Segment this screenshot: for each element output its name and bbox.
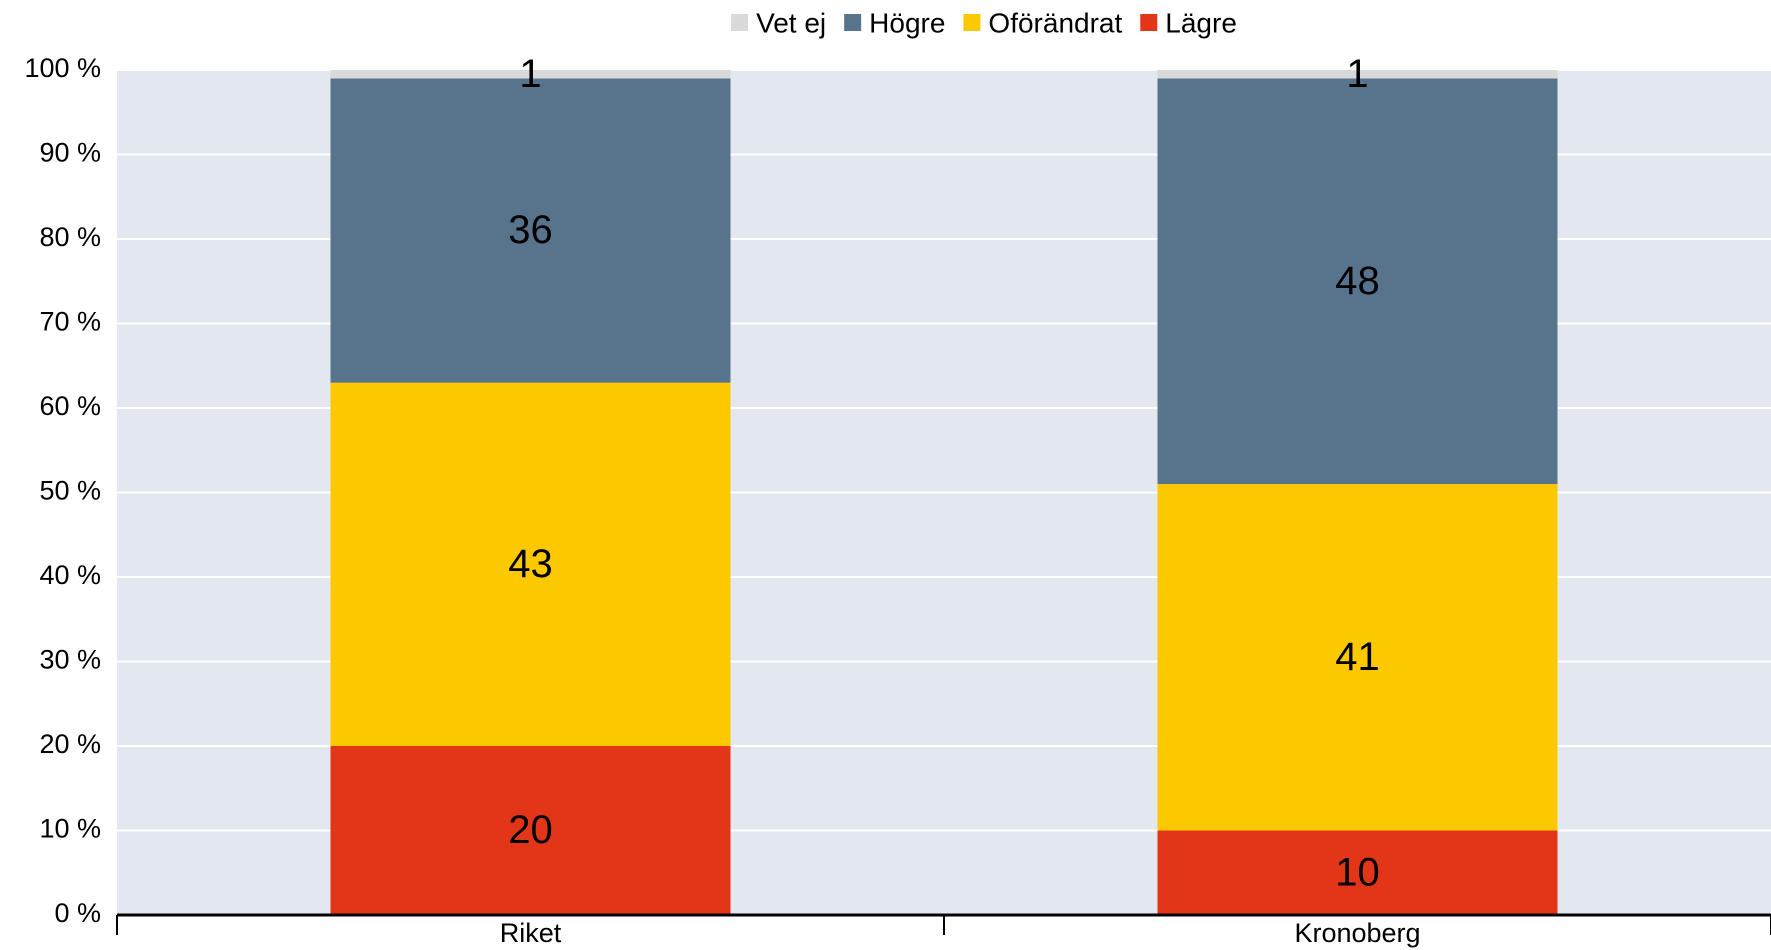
y-tick-label: 100 % bbox=[24, 53, 101, 83]
y-tick-label: 70 % bbox=[39, 307, 101, 337]
data-label: 48 bbox=[1335, 259, 1380, 303]
data-label: 41 bbox=[1335, 635, 1380, 679]
legend-label: Lägre bbox=[1165, 7, 1237, 38]
data-label: 10 bbox=[1335, 850, 1380, 894]
bar-segment bbox=[1157, 78, 1558, 485]
y-tick-label: 40 % bbox=[39, 560, 101, 590]
bar-segment bbox=[330, 746, 731, 915]
y-tick-label: 60 % bbox=[39, 391, 101, 421]
y-tick-label: 30 % bbox=[39, 645, 101, 675]
bar-segment bbox=[1157, 830, 1558, 915]
bar-segment bbox=[330, 70, 731, 79]
y-tick-label: 90 % bbox=[39, 138, 101, 168]
legend-label: Oförändrat bbox=[988, 7, 1122, 38]
x-tick-label: Riket bbox=[500, 918, 562, 948]
legend-swatch bbox=[844, 14, 862, 31]
legend-swatch bbox=[963, 14, 981, 31]
data-label: 1 bbox=[519, 52, 541, 96]
legend-label: Vet ej bbox=[756, 7, 826, 38]
y-tick-label: 0 % bbox=[54, 898, 101, 928]
bar-segment bbox=[330, 78, 731, 383]
y-tick-label: 20 % bbox=[39, 729, 101, 759]
bar-segment bbox=[1157, 70, 1558, 79]
data-label: 20 bbox=[508, 808, 553, 852]
legend-swatch bbox=[731, 14, 749, 31]
data-label: 36 bbox=[508, 208, 553, 252]
data-label: 43 bbox=[508, 542, 553, 586]
data-label: 1 bbox=[1346, 52, 1368, 96]
y-tick-label: 80 % bbox=[39, 222, 101, 252]
y-tick-label: 50 % bbox=[39, 476, 101, 506]
x-tick-label: Kronoberg bbox=[1294, 918, 1420, 948]
legend-swatch bbox=[1140, 14, 1158, 31]
bar-segment bbox=[1157, 484, 1558, 831]
bar-segment bbox=[330, 382, 731, 746]
legend-label: Högre bbox=[869, 7, 945, 38]
y-tick-label: 10 % bbox=[39, 814, 101, 844]
